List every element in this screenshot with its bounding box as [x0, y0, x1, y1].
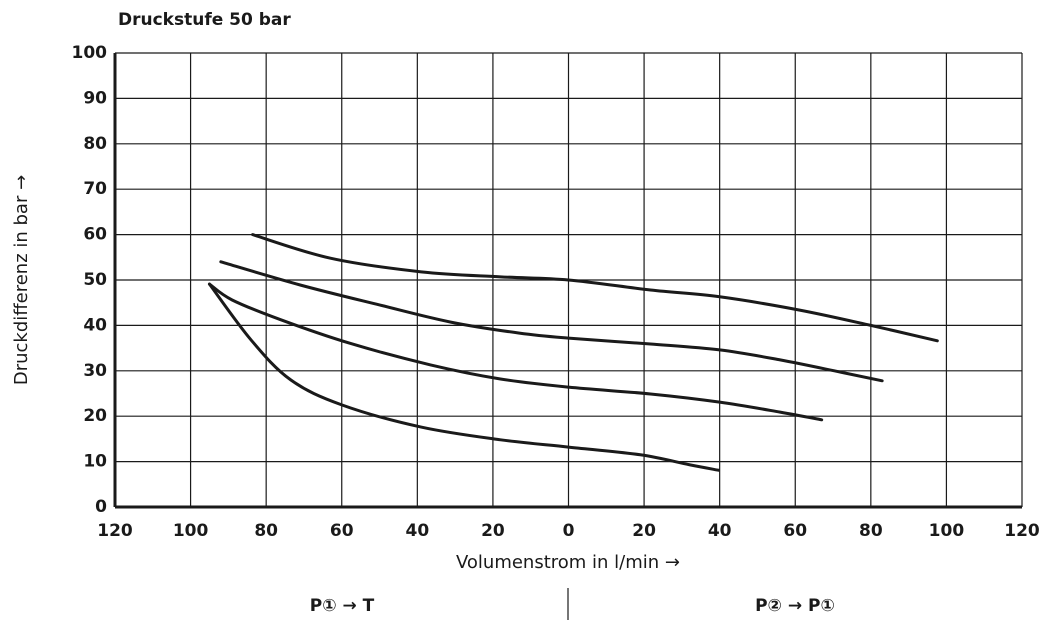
- x-tick-label: 100: [173, 521, 209, 541]
- data-line: [219, 260, 884, 383]
- x-tick-label: 60: [783, 521, 807, 541]
- y-tick-label: 60: [83, 225, 107, 245]
- x-tick-label: 80: [859, 521, 883, 541]
- y-tick-label: 20: [83, 406, 107, 426]
- x-tick-label: 0: [563, 521, 575, 541]
- x-tick-label: 80: [254, 521, 278, 541]
- y-tick-label: 40: [83, 315, 107, 335]
- x-tick-label: 20: [632, 521, 656, 541]
- data-line: [207, 282, 824, 422]
- data-line: [207, 282, 721, 472]
- y-tick-label: 70: [83, 179, 107, 199]
- x-axis-label: Volumenstrom in l/min →: [456, 552, 680, 573]
- y-tick-label: 50: [83, 270, 107, 290]
- y-tick-label: 80: [83, 134, 107, 154]
- annotation: P② → P①: [755, 596, 835, 616]
- x-tick-label: 100: [929, 521, 965, 541]
- y-tick-label: 90: [83, 88, 107, 108]
- annotation: P① → T: [310, 596, 375, 616]
- x-tick-label: 20: [481, 521, 505, 541]
- y-axis-label: Druckdifferenz in bar →: [11, 175, 32, 385]
- chart-title: Druckstufe 50 bar: [118, 10, 291, 30]
- y-tick-label: 10: [83, 452, 107, 472]
- y-tick-label: 30: [83, 361, 107, 381]
- y-tick-label: 100: [72, 43, 108, 63]
- x-tick-label: 120: [97, 521, 133, 541]
- y-tick-label: 0: [95, 497, 107, 517]
- data-line: [251, 233, 939, 343]
- x-tick-label: 40: [708, 521, 732, 541]
- x-tick-label: 60: [330, 521, 354, 541]
- x-tick-label: 40: [405, 521, 429, 541]
- x-tick-label: 120: [1004, 521, 1040, 541]
